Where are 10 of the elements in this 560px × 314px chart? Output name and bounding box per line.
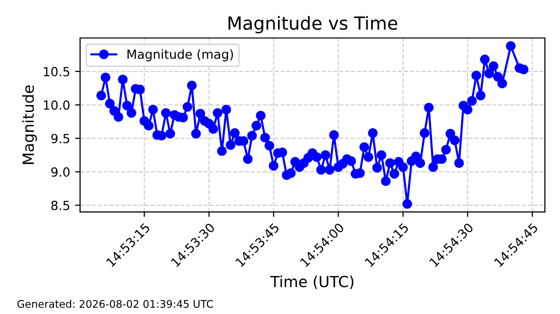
text: Generated: 2026-08-02 01:39:45 UTC: [17, 300, 213, 308]
y-tick-label: 10.0: [44, 100, 70, 110]
y-tick-label: 10.5: [44, 66, 70, 76]
x-axis-title: Time (UTC): [270, 275, 354, 290]
chart-title: Magnitude vs Time: [228, 16, 398, 34]
y-tick-label: 9.5: [51, 134, 70, 144]
legend-label: Magnitude (mag): [128, 49, 233, 62]
y-tick-label: 9.0: [51, 167, 70, 177]
y-tick-label: 8.5: [51, 200, 70, 210]
y-axis-title: Magnitude: [22, 85, 37, 164]
